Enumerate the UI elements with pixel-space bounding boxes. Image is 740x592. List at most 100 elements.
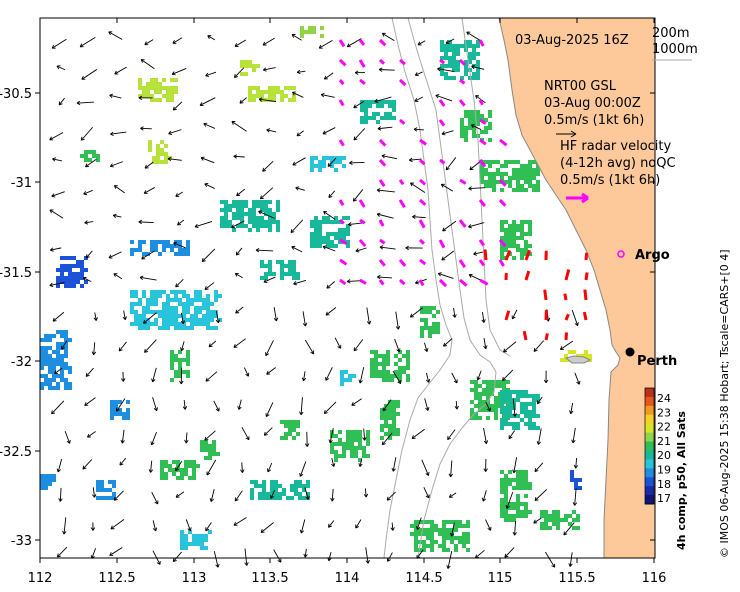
sst-pixel (326, 220, 330, 224)
sst-pixel (512, 220, 516, 224)
sst-pixel (250, 496, 254, 500)
sst-pixel (390, 374, 394, 378)
x-tick-label: 116 (642, 571, 667, 586)
sst-pixel (380, 116, 384, 120)
sst-pixel (96, 488, 100, 492)
sst-pixel (170, 244, 174, 248)
velocity-arrow (302, 311, 308, 327)
colorbar-tick-label: 23 (657, 406, 671, 419)
velocity-arrow (49, 247, 62, 252)
sst-pixel (244, 200, 248, 204)
sst-pixel (64, 264, 68, 268)
velocity-arrow (485, 519, 492, 531)
velocity-arrow (85, 158, 97, 168)
sst-pixel (202, 298, 206, 302)
velocity-arrow (445, 157, 457, 171)
sst-pixel (480, 114, 484, 118)
sst-pixel (456, 64, 460, 68)
sst-pixel (528, 244, 532, 248)
sst-pixel (564, 518, 568, 522)
velocity-arrow (82, 276, 92, 283)
sst-pixel (198, 310, 202, 314)
sst-pixel (384, 420, 388, 424)
velocity-arrow (325, 367, 333, 381)
sst-pixel (284, 424, 288, 428)
sst-pixel (516, 426, 520, 430)
velocity-arrow (354, 70, 365, 75)
sst-pixel (516, 390, 520, 394)
sst-pixel (392, 100, 396, 104)
sst-pixel (380, 424, 384, 428)
sst-pixel (428, 334, 432, 338)
sst-pixel (162, 94, 166, 98)
sst-pixel (460, 134, 464, 138)
sst-pixel (280, 260, 284, 264)
sst-pixel (388, 404, 392, 408)
sst-pixel (196, 534, 200, 538)
sst-pixel (146, 322, 150, 326)
sst-pixel (56, 362, 60, 366)
velocity-arrow (291, 245, 303, 253)
sst-pixel (256, 86, 260, 90)
sst-pixel (212, 444, 216, 448)
velocity-arrow (374, 96, 392, 104)
sst-pixel (60, 276, 64, 280)
sst-pixel (480, 180, 484, 184)
sst-pixel (318, 224, 322, 228)
sst-pixel (264, 212, 268, 216)
sst-pixel (548, 514, 552, 518)
sst-pixel (500, 470, 504, 474)
sst-pixel (386, 370, 390, 374)
sst-pixel (500, 510, 504, 514)
sst-pixel (146, 86, 150, 90)
sst-pixel (342, 454, 346, 458)
sst-pixel (252, 224, 256, 228)
velocity-arrow (119, 457, 127, 466)
sst-pixel (200, 448, 204, 452)
sst-pixel (276, 204, 280, 208)
sst-pixel (264, 264, 268, 268)
velocity-arrow (351, 398, 362, 406)
sst-pixel (528, 482, 532, 486)
sst-pixel (166, 294, 170, 298)
sst-pixel (302, 488, 306, 492)
sst-pixel (156, 160, 160, 164)
sst-pixel (512, 256, 516, 260)
velocity-arrow (52, 157, 63, 162)
sst-pixel (548, 526, 552, 530)
sst-pixel (436, 310, 440, 314)
velocity-arrow (182, 399, 188, 410)
sst-pixel (182, 326, 186, 330)
radar-arrow (418, 279, 425, 287)
sst-pixel (248, 98, 252, 102)
sst-pixel (240, 216, 244, 220)
sst-pixel (200, 444, 204, 448)
sst-pixel (170, 378, 174, 382)
sst-pixel (464, 130, 468, 134)
sst-pixel (220, 200, 224, 204)
sst-pixel (520, 224, 524, 228)
sst-pixel (256, 200, 260, 204)
sst-pixel (338, 454, 342, 458)
y-tick-label: -33 (11, 534, 32, 549)
radar-arrow (498, 239, 507, 248)
radar-arrow (498, 178, 507, 187)
sst-pixel (52, 358, 56, 362)
velocity-arrow (172, 551, 182, 562)
sst-pixel (204, 448, 208, 452)
sst-pixel (310, 224, 314, 228)
sst-pixel (138, 82, 142, 86)
sst-pixel (528, 176, 532, 180)
sst-pixel (56, 350, 60, 354)
velocity-arrow (381, 154, 398, 160)
sst-pixel (414, 548, 418, 552)
velocity-arrow (52, 311, 65, 322)
velocity-arrow (205, 522, 212, 532)
sst-pixel (540, 510, 544, 514)
sst-pixel (500, 248, 504, 252)
sst-pixel (164, 152, 168, 156)
sst-pixel (118, 400, 122, 404)
sst-pixel (272, 220, 276, 224)
sst-pixel (494, 396, 498, 400)
sst-pixel (252, 212, 256, 216)
